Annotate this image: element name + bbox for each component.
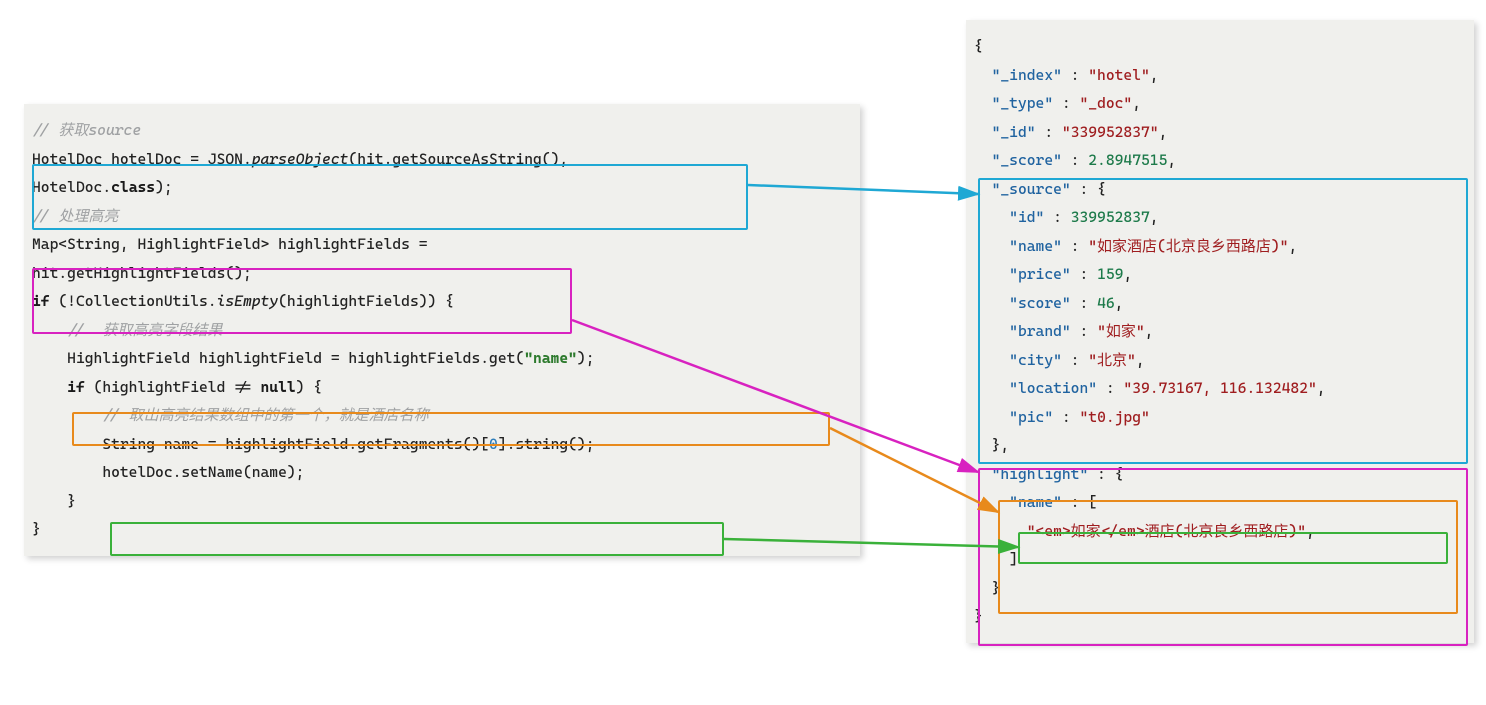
- json-line: {: [974, 37, 983, 55]
- json-line: "name" : [: [1009, 493, 1097, 511]
- code-line: if (highlightField != null) {: [32, 378, 322, 396]
- code-line: hit.getHighlightFields();: [32, 264, 252, 282]
- code-line: String name = highlightField.getFragment…: [32, 435, 595, 453]
- java-code-panel: // 获取source HotelDoc hotelDoc = JSON.par…: [24, 104, 860, 556]
- code-line: }: [32, 520, 41, 538]
- json-line: "_score" : 2.8947515,: [992, 151, 1177, 169]
- json-line: }: [992, 579, 1001, 597]
- json-line: "pic" : "t0.jpg": [1009, 408, 1150, 426]
- json-line: "score" : 46,: [1009, 294, 1123, 312]
- code-line: }: [32, 492, 76, 510]
- json-line: }: [974, 607, 983, 625]
- diagram-container: // 获取source HotelDoc hotelDoc = JSON.par…: [20, 20, 1480, 685]
- json-line: "city" : "北京",: [1009, 351, 1145, 369]
- code-line: HotelDoc.class);: [32, 178, 173, 196]
- json-highlight-value: "<em>如家</em>酒店(北京良乡西路店)": [1027, 522, 1306, 540]
- comment-get-source: // 获取source: [32, 121, 141, 139]
- code-line: HotelDoc hotelDoc = JSON.parseObject(hit…: [32, 150, 568, 168]
- comment-highlight: // 处理高亮: [32, 207, 118, 225]
- json-line: ]: [1009, 550, 1018, 568]
- code-line: if (!CollectionUtils.isEmpty(highlightFi…: [32, 292, 454, 310]
- code-line: Map<String, HighlightField> highlightFie…: [32, 235, 428, 253]
- comment-get-field: // 获取高亮字段结果: [32, 321, 222, 339]
- json-line: "_index" : "hotel",: [992, 66, 1159, 84]
- json-line: "id" : 339952837,: [1009, 208, 1158, 226]
- code-line: HighlightField highlightField = highligh…: [32, 349, 595, 367]
- json-line: "_source" : {: [992, 180, 1106, 198]
- json-line: "highlight" : {: [992, 465, 1124, 483]
- json-line: "_type" : "_doc",: [992, 94, 1141, 112]
- json-line: "_id" : "339952837",: [992, 123, 1168, 141]
- json-line: "location" : "39.73167, 116.132482",: [1009, 379, 1325, 397]
- json-line: "brand" : "如家",: [1009, 322, 1153, 340]
- json-response-panel: { "_index" : "hotel", "_type" : "_doc", …: [966, 20, 1474, 643]
- comment-get-first: // 取出高亮结果数组中的第一个，就是酒店名称: [32, 406, 429, 424]
- json-line: },: [992, 436, 1010, 454]
- json-line: "name" : "如家酒店(北京良乡西路店)",: [1009, 237, 1297, 255]
- json-line: "price" : 159,: [1009, 265, 1132, 283]
- code-line: hotelDoc.setName(name);: [32, 463, 304, 481]
